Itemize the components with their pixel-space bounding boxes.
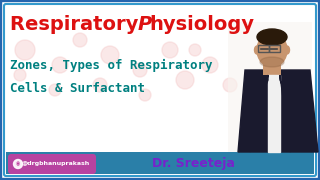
- Text: @drgbhanuprakash: @drgbhanuprakash: [22, 161, 90, 166]
- Ellipse shape: [254, 46, 260, 54]
- Circle shape: [14, 69, 26, 81]
- FancyBboxPatch shape: [263, 55, 281, 75]
- Circle shape: [162, 42, 178, 58]
- Circle shape: [189, 44, 201, 56]
- FancyBboxPatch shape: [6, 152, 314, 174]
- Circle shape: [49, 84, 61, 96]
- Text: P: P: [138, 15, 152, 35]
- Polygon shape: [268, 75, 280, 152]
- Circle shape: [52, 57, 68, 73]
- Ellipse shape: [257, 29, 287, 45]
- Text: Respiratory: Respiratory: [10, 15, 145, 35]
- Circle shape: [15, 40, 35, 60]
- Circle shape: [139, 89, 151, 101]
- Polygon shape: [280, 75, 298, 152]
- Circle shape: [202, 57, 218, 73]
- Polygon shape: [250, 75, 268, 152]
- Text: Zones, Types of Respiratory: Zones, Types of Respiratory: [10, 58, 212, 71]
- Text: Cells & Surfactant: Cells & Surfactant: [10, 82, 145, 94]
- Circle shape: [176, 71, 194, 89]
- Text: hysiology: hysiology: [149, 15, 254, 35]
- Ellipse shape: [284, 46, 290, 54]
- Text: ◉: ◉: [16, 161, 20, 166]
- Ellipse shape: [260, 57, 284, 67]
- Circle shape: [93, 78, 107, 92]
- Polygon shape: [238, 70, 318, 152]
- Text: Dr. Sreeteja: Dr. Sreeteja: [152, 158, 235, 170]
- Circle shape: [73, 33, 87, 47]
- FancyBboxPatch shape: [8, 154, 96, 174]
- FancyBboxPatch shape: [228, 22, 312, 152]
- Circle shape: [101, 46, 119, 64]
- Circle shape: [223, 78, 237, 92]
- Circle shape: [133, 63, 147, 77]
- Ellipse shape: [257, 33, 287, 67]
- Circle shape: [13, 159, 22, 168]
